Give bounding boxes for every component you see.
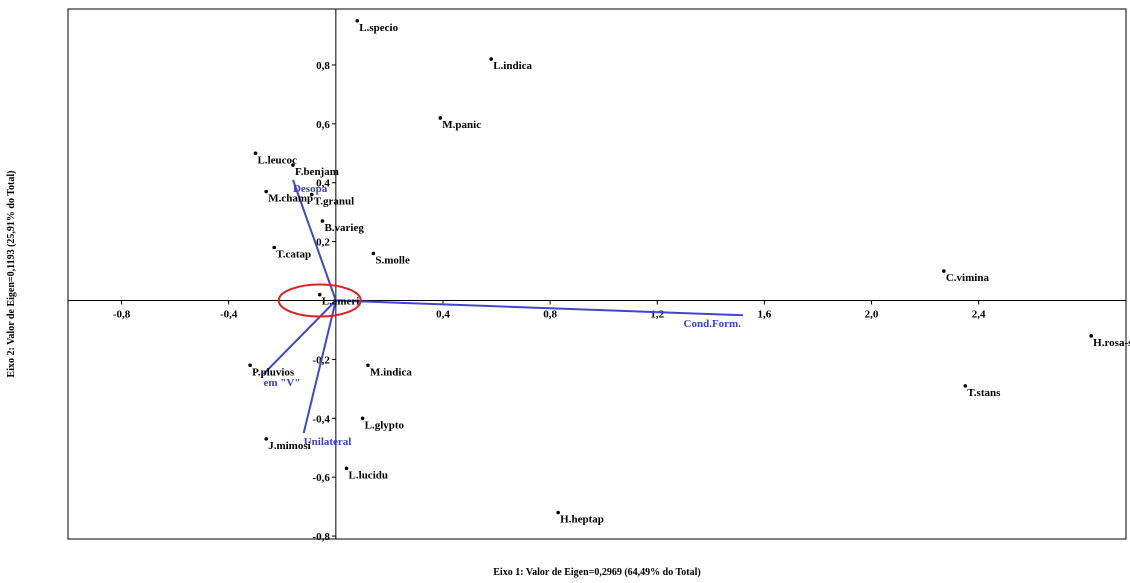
point-label: M.indica	[370, 366, 412, 378]
vector-line	[292, 179, 337, 301]
vector-arrows: Desopa Cond.Form. em "V" Unilateral	[262, 179, 744, 448]
point-label: M.champ	[268, 193, 313, 205]
x-tick-label: 1,6	[758, 309, 772, 321]
data-point	[360, 416, 365, 421]
data-point	[489, 57, 494, 61]
point-label: J.mimosi	[268, 440, 310, 452]
point-label: L.indica	[493, 60, 532, 72]
data-point	[942, 269, 946, 273]
y-tick-label: -0,8	[312, 531, 330, 543]
data-point	[355, 18, 360, 23]
point-label: M.panic	[442, 119, 481, 131]
data-point	[1089, 334, 1093, 338]
vector-label: em "V"	[264, 377, 301, 389]
data-point	[320, 219, 325, 223]
y-tick-label: 0,8	[316, 60, 330, 72]
y-tick-label: 0,2	[316, 237, 330, 249]
vector-line	[302, 300, 337, 434]
point-label: L.specio	[359, 22, 398, 34]
data-point	[309, 192, 314, 197]
x-tick-labels: -0,8 -0,4 0,4 0,8 1,2 1,6 2,0 2,4	[113, 300, 986, 321]
point-label: L.lucidu	[349, 469, 388, 481]
data-point	[264, 189, 269, 194]
vector-line	[262, 299, 337, 375]
vector-label: Cond.Form.	[684, 318, 742, 330]
data-point	[438, 116, 443, 120]
vector-label: Desopa	[293, 183, 328, 195]
data-point	[264, 437, 269, 441]
plot-frame	[67, 8, 1127, 540]
y-tick-label: -0,4	[312, 413, 330, 425]
data-point	[371, 251, 376, 256]
vector-line	[335, 299, 744, 317]
data-point	[344, 466, 349, 471]
x-tick-label: 2,0	[865, 309, 879, 321]
point-label: L.ameri	[322, 296, 360, 308]
point-label: H.heptap	[560, 514, 604, 526]
x-tick-label: -0,8	[113, 309, 131, 321]
data-point	[253, 151, 258, 156]
highlight-ellipse	[277, 283, 362, 318]
data-point	[248, 363, 252, 368]
data-point	[291, 163, 295, 167]
point-label: L.glypto	[365, 419, 405, 431]
data-point	[963, 384, 968, 388]
point-label: C.vimina	[946, 272, 990, 284]
point-label: S.molle	[375, 254, 410, 266]
y-tick-label: -0,6	[312, 472, 330, 484]
y-axis-title: Eixo 2: Valor de Eigen=0,1193 (25,91% do…	[6, 171, 17, 378]
point-label: T.stans	[967, 387, 1001, 399]
y-tick-labels: 0,80,60,40,2-0,2-0,4-0,6-0,8	[312, 60, 336, 543]
vector-label: Unilateral	[304, 436, 352, 448]
x-tick-label: -0,4	[220, 309, 238, 321]
data-point	[272, 245, 277, 250]
x-tick-label: 0,8	[543, 309, 557, 321]
y-tick-label: 0,6	[316, 119, 330, 131]
x-tick-label: 0,4	[436, 309, 450, 321]
point-label: B.varieg	[324, 222, 364, 234]
x-tick-label: 1,2	[650, 309, 664, 321]
point-label: F.benjam	[295, 166, 339, 178]
point-label: H.rosa-s	[1093, 337, 1130, 349]
point-label: P.pluvios	[252, 366, 295, 378]
data-point	[366, 363, 370, 368]
x-axis-title: Eixo 1: Valor de Eigen=0,2969 (64,49% do…	[493, 567, 701, 578]
y-tick-label: 0,4	[316, 178, 330, 190]
point-label: L.leucoc	[257, 154, 297, 166]
point-label: T.catap	[276, 249, 311, 261]
data-point	[317, 292, 322, 297]
point-label: T.granul	[314, 196, 354, 208]
x-tick-label: 2,4	[972, 309, 986, 321]
data-point	[556, 510, 560, 515]
